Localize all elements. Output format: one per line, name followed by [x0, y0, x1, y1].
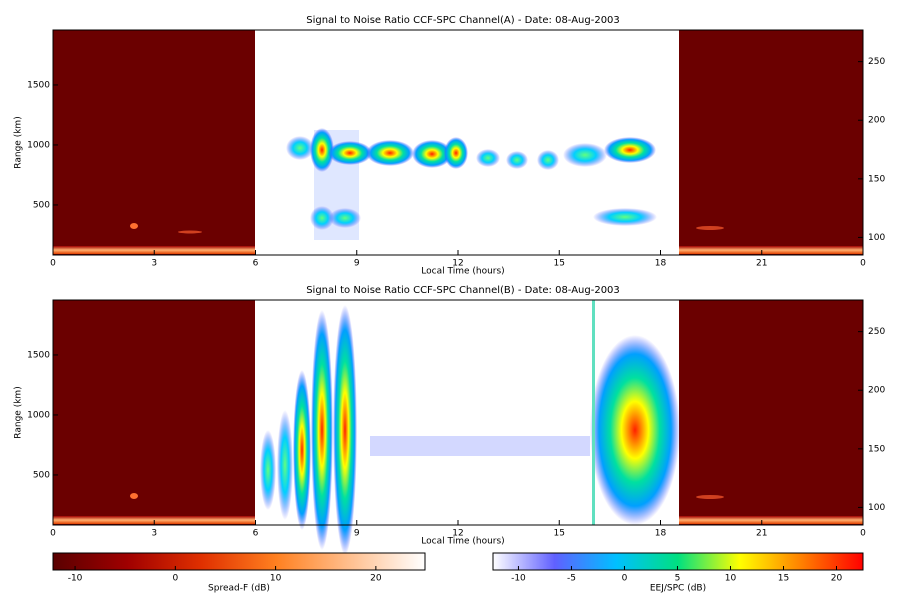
x-axis-label: Local Time (hours) — [421, 267, 504, 277]
x-tick-label: 6 — [253, 529, 259, 539]
x-tick-label: 15 — [554, 259, 565, 269]
x-tick-label: 9 — [354, 259, 360, 269]
x-tick-label: 0 — [860, 529, 866, 539]
y-tick-label: 1500 — [27, 80, 50, 90]
x-tick-label: 0 — [50, 259, 56, 269]
y2-tick-label: 200 — [868, 116, 885, 126]
colorbar-tick-label: 20 — [831, 574, 843, 584]
y2-tick-label: 250 — [868, 57, 885, 67]
colorbar-tick-label: -10 — [511, 574, 526, 584]
y2-tick-label: 100 — [868, 233, 885, 243]
x-tick-label: 12 — [452, 529, 463, 539]
panel-a-field — [53, 30, 863, 255]
x-tick-label: 9 — [354, 529, 360, 539]
x-tick-label: 18 — [655, 529, 667, 539]
x-tick-label: 12 — [452, 259, 463, 269]
x-axis-label: Local Time (hours) — [421, 537, 504, 547]
colorbar-label: EEJ/SPC (dB) — [650, 584, 706, 594]
colorbar-tick-label: -5 — [567, 574, 576, 584]
x-tick-label: 3 — [151, 259, 157, 269]
panel-title: Signal to Noise Ratio CCF-SPC Channel(B)… — [306, 285, 620, 296]
colorbar — [52, 552, 426, 571]
y-axis-label: Range (km) — [14, 386, 24, 438]
x-tick-label: 3 — [151, 529, 157, 539]
panel-b-field — [53, 300, 863, 555]
colorbar — [492, 552, 864, 571]
y-tick-label: 1000 — [27, 140, 50, 150]
y2-tick-label: 250 — [868, 327, 885, 337]
colorbar-tick-label: 5 — [675, 574, 681, 584]
y-tick-label: 1500 — [27, 350, 50, 360]
y-tick-label: 1000 — [27, 410, 50, 420]
y-tick-label: 500 — [33, 200, 50, 210]
x-tick-label: 21 — [756, 259, 767, 269]
colorbar-label: Spread-F (dB) — [208, 584, 270, 594]
colorbar-tick-label: 10 — [725, 574, 737, 584]
colorbar-tick-label: 10 — [270, 574, 282, 584]
colorbar-tick-label: 20 — [370, 574, 382, 584]
panel-title: Signal to Noise Ratio CCF-SPC Channel(A)… — [306, 15, 620, 26]
colorbar-tick-label: 15 — [778, 574, 789, 584]
x-tick-label: 21 — [756, 529, 767, 539]
y-tick-label: 500 — [33, 470, 50, 480]
x-tick-label: 15 — [554, 529, 565, 539]
y-axis-label: Range (km) — [14, 116, 24, 168]
x-tick-label: 0 — [860, 259, 866, 269]
x-tick-label: 0 — [50, 529, 56, 539]
y2-tick-label: 100 — [868, 503, 885, 513]
y2-tick-label: 150 — [868, 174, 885, 184]
y2-tick-label: 200 — [868, 386, 885, 396]
y2-tick-label: 150 — [868, 444, 885, 454]
colorbar-tick-label: 0 — [622, 574, 628, 584]
colorbar-tick-label: -10 — [68, 574, 83, 584]
x-tick-label: 18 — [655, 259, 667, 269]
colorbar-tick-label: 0 — [172, 574, 178, 584]
x-tick-label: 6 — [253, 259, 259, 269]
